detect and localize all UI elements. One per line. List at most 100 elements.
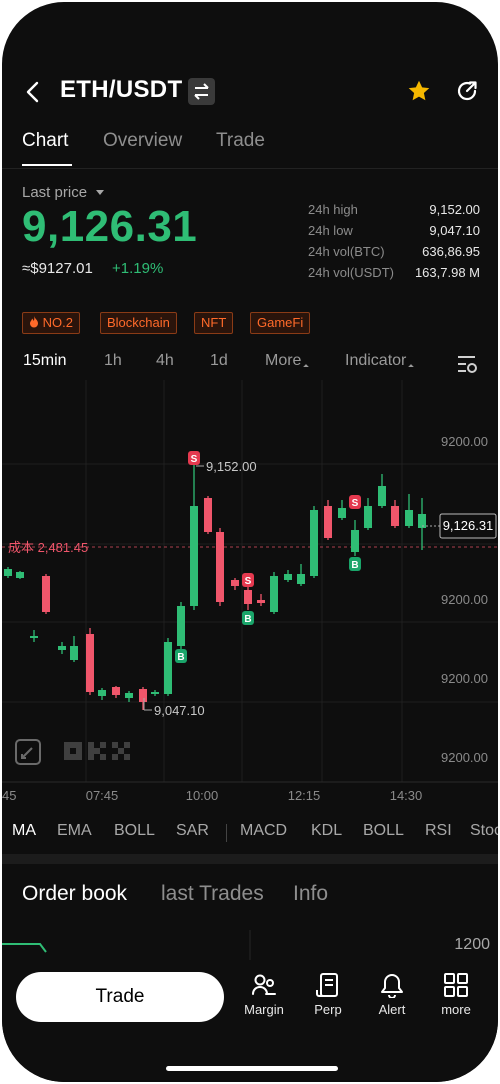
candle [297, 564, 305, 586]
candle [204, 496, 212, 534]
indicator-rsi[interactable]: RSI [425, 822, 452, 839]
perp-document-icon [316, 973, 338, 997]
price-chart[interactable]: 9200.00 9200.00 9200.00 9200.00 45 07:45 10:00… [2, 380, 498, 812]
tab-trade[interactable]: Trade [216, 130, 265, 151]
indicator-kdl[interactable]: KDL [311, 822, 343, 839]
logo-block [64, 748, 70, 754]
home-indicator[interactable] [166, 1066, 338, 1071]
interval-4h[interactable]: 4h [156, 352, 174, 369]
more-label: More [265, 352, 302, 369]
candle-body [112, 687, 120, 695]
candle [151, 690, 159, 696]
candle-body [257, 600, 265, 603]
interval-1d[interactable]: 1d [210, 352, 228, 369]
candle [4, 567, 12, 578]
tag-blockchain[interactable]: Blockchain [100, 312, 177, 334]
y-tick-label: 9200.00 [441, 592, 488, 607]
logo-block [124, 742, 130, 748]
candle [244, 584, 252, 610]
interval-15min[interactable]: 15min [23, 352, 67, 369]
x-tick-label: 10:00 [186, 788, 219, 803]
candle-body [297, 574, 305, 584]
tab-info[interactable]: Info [293, 882, 329, 905]
indicator-dropdown[interactable]: Indicator [345, 352, 415, 370]
tab-order-book[interactable]: Order book [22, 882, 128, 905]
marker-badge [242, 573, 254, 587]
marker-badge [242, 611, 254, 625]
swap-icon[interactable] [188, 78, 215, 105]
tag-gamefi[interactable]: GameFi [250, 312, 311, 334]
marker-badge [188, 451, 200, 465]
candle-body [190, 506, 198, 606]
interval-more[interactable]: More [265, 352, 310, 370]
buy-marker: B [349, 557, 361, 571]
indicator-macd[interactable]: MACD [240, 822, 288, 839]
nav-margin[interactable]: Margin [236, 972, 292, 1017]
share-icon[interactable] [454, 78, 480, 104]
stat-label: 24h high [308, 202, 358, 217]
candle-body [164, 642, 172, 694]
candle-body [364, 506, 372, 528]
indicator-sar[interactable]: SAR [176, 822, 209, 839]
candle [324, 500, 332, 540]
grid-more-icon [444, 973, 468, 997]
candle [16, 571, 24, 579]
stat-24h-vol-btc: 24h vol(BTC) 636,86.95 [308, 244, 480, 265]
x-tick-label: 45 [2, 788, 16, 803]
logo-block [112, 742, 118, 748]
logo-block [70, 742, 76, 748]
candle-body [338, 508, 346, 518]
tab-overview[interactable]: Overview [103, 130, 183, 151]
marker-label: B [351, 560, 358, 571]
logo-block [100, 742, 106, 748]
candle [270, 572, 278, 614]
tag-rank[interactable]: NO.2 [22, 312, 80, 334]
nav-alert[interactable]: Alert [364, 972, 420, 1017]
nav-more[interactable]: more [428, 972, 484, 1017]
logo-block [64, 742, 70, 748]
candle-body [86, 634, 94, 692]
indicator-boll-sub[interactable]: BOLL [363, 822, 404, 839]
tag-nft[interactable]: NFT [194, 312, 234, 334]
tab-last-trades[interactable]: last Trades [161, 882, 264, 905]
indicator-bar: MA EMA BOLL SAR MACD KDL BOLL RSI Stoch [2, 822, 498, 846]
nav-label: Alert [378, 1002, 406, 1017]
indicator-boll[interactable]: BOLL [114, 822, 155, 839]
marker-label: S [352, 498, 359, 509]
indicator-ema[interactable]: EMA [57, 822, 92, 839]
candle-body [30, 636, 38, 638]
candlestick-chart[interactable]: 9200.00 9200.00 9200.00 9200.00 45 07:45 10:00… [2, 380, 498, 812]
okx-watermark-logo [64, 742, 130, 760]
candle [391, 500, 399, 528]
logo-block [118, 748, 124, 754]
candle-body [324, 506, 332, 538]
candle-body [310, 510, 318, 576]
section-band [2, 854, 498, 864]
interval-1h[interactable]: 1h [104, 352, 122, 369]
cost-line-label: 成本 2,481.45 [8, 540, 88, 555]
indicator-stoch[interactable]: Stoch [470, 822, 498, 839]
pair-title[interactable]: ETH/USDT [60, 76, 183, 103]
header: ETH/USDT [2, 72, 498, 112]
indicator-ma[interactable]: MA [12, 822, 36, 839]
stat-24h-low: 24h low 9,047.10 [308, 223, 480, 244]
trade-button[interactable]: Trade [16, 972, 224, 1022]
chart-settings-icon[interactable] [456, 354, 478, 374]
last-price-label[interactable]: Last price [22, 184, 105, 201]
nav-perp[interactable]: Perp [300, 972, 356, 1017]
low-label: 9,047.10 [154, 703, 205, 718]
candle [284, 570, 292, 582]
caret-down-icon [96, 190, 105, 196]
x-tick-label: 12:15 [288, 788, 321, 803]
favorite-star-icon[interactable] [406, 78, 432, 104]
candle-body [391, 506, 399, 526]
tab-chart[interactable]: Chart [22, 130, 69, 151]
stats-panel: 24h high 9,152.00 24h low 9,047.10 24h vol… [308, 202, 480, 286]
fullscreen-icon[interactable] [15, 739, 41, 765]
logo-block [124, 754, 130, 760]
depth-chart-line [2, 930, 251, 960]
candle-body [244, 590, 252, 604]
back-icon[interactable] [22, 80, 44, 104]
orderbook-preview: 1200 [2, 930, 498, 960]
